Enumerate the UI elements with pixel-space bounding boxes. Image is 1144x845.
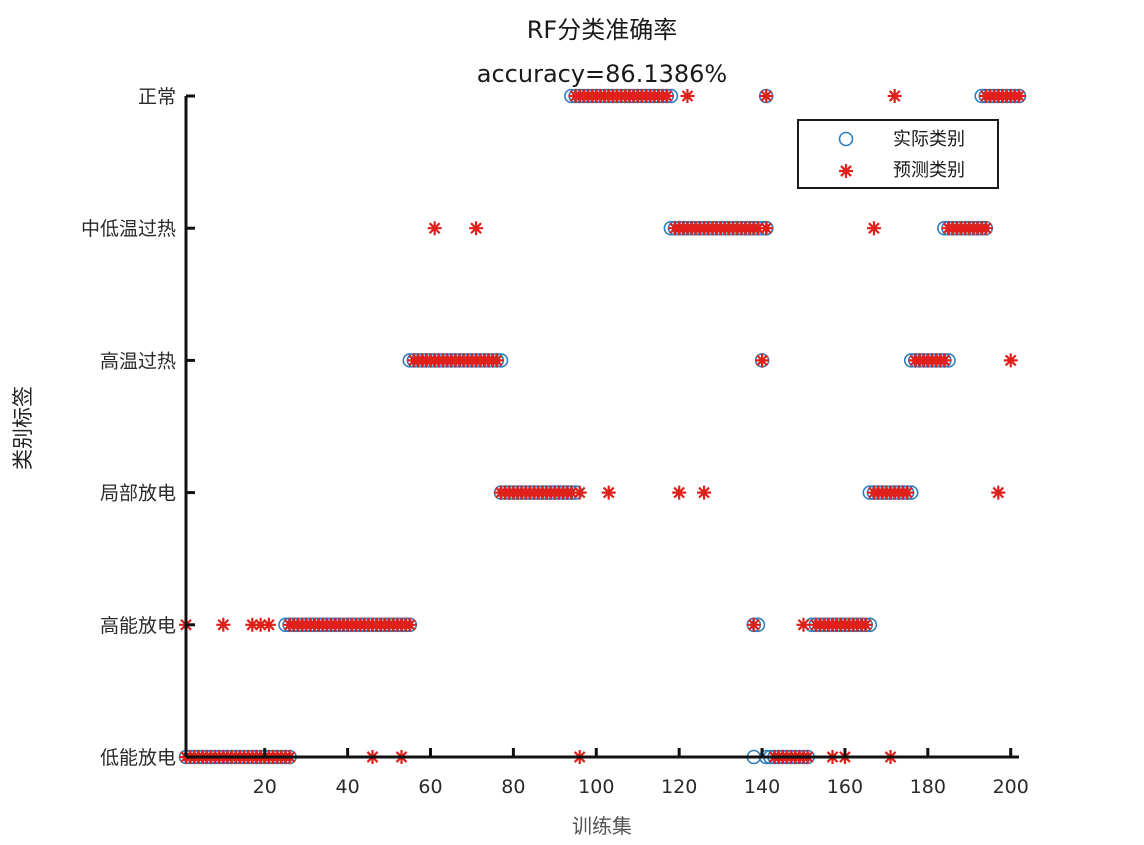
legend-circle-symbol <box>838 131 854 147</box>
predicted-point <box>253 617 268 632</box>
predicted-point <box>697 485 712 500</box>
x-tick-label: 140 <box>744 776 780 798</box>
predicted-point <box>796 617 811 632</box>
predicted-point <box>858 617 873 632</box>
predicted-point <box>564 485 579 500</box>
predicted-point <box>746 617 761 632</box>
x-tick-label: 120 <box>661 776 697 798</box>
legend-star-symbol <box>839 164 853 178</box>
chart-subtitle: accuracy=86.1386% <box>477 60 727 88</box>
predicted-point <box>469 221 484 236</box>
predicted-point <box>759 89 774 103</box>
axes: 低能放电 高能放电 局部放电 高温过热 中低温过热 正常 20 40 60 80 100 120 140… <box>81 86 1029 798</box>
x-tick-label: 40 <box>336 776 360 798</box>
predicted-point <box>245 617 260 632</box>
predicted-point <box>887 89 902 103</box>
predicted-point <box>572 485 587 500</box>
predicted-point <box>866 221 881 236</box>
x-tick-label: 80 <box>501 776 525 798</box>
predicted-point <box>991 485 1006 500</box>
predicted-point <box>937 353 952 368</box>
y-tick-label: 中低温过热 <box>81 218 176 240</box>
predicted-point <box>750 221 765 236</box>
predicted-point <box>1003 353 1018 368</box>
predicted-point <box>755 353 770 368</box>
predicted-point <box>489 353 504 368</box>
legend-predicted-marker <box>839 164 853 178</box>
legend-actual-marker <box>838 131 854 147</box>
x-axis-label: 训练集 <box>572 814 632 838</box>
x-tick-label: 100 <box>578 776 614 798</box>
x-tick-label: 200 <box>993 776 1029 798</box>
predicted-point <box>900 485 915 500</box>
predicted-point <box>659 89 674 103</box>
plot-area <box>178 88 1027 765</box>
y-axis-label: 类别标签 <box>11 386 35 470</box>
predicted-point <box>672 485 687 500</box>
predicted-point <box>427 221 442 236</box>
legend-actual-label: 实际类别 <box>893 129 965 150</box>
legend-box <box>797 119 999 189</box>
y-tick-label: 高温过热 <box>100 350 176 372</box>
y-tick-label: 高能放电 <box>100 615 176 637</box>
chart-title: RF分类准确率 <box>527 16 677 44</box>
predicted-point <box>1012 89 1026 103</box>
legend-predicted-label: 预测类别 <box>893 160 965 181</box>
y-tick-label: 局部放电 <box>100 483 176 505</box>
predicted-point <box>216 617 231 632</box>
y-tick-label: 低能放电 <box>100 747 176 769</box>
x-tick-label: 60 <box>418 776 442 798</box>
predicted-point <box>680 89 695 103</box>
predicted-point <box>601 485 616 500</box>
legend: 实际类别 预测类别 <box>797 119 999 189</box>
x-tick-label: 180 <box>910 776 946 798</box>
predicted-point <box>759 221 774 236</box>
y-tick-label: 正常 <box>138 86 176 108</box>
predicted-point <box>261 617 276 632</box>
x-tick-label: 160 <box>827 776 863 798</box>
x-tick-label: 20 <box>253 776 277 798</box>
predicted-point <box>402 617 417 632</box>
predicted-point <box>978 221 993 236</box>
